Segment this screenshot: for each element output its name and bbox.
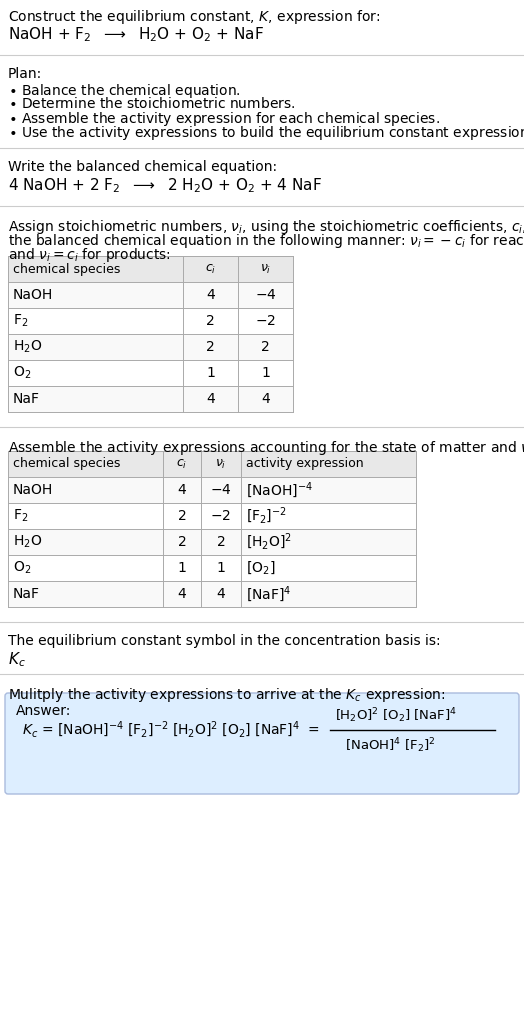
Text: O$_2$: O$_2$ xyxy=(13,365,31,381)
Text: [NaF]$^4$: [NaF]$^4$ xyxy=(246,584,291,604)
Text: $-4$: $-4$ xyxy=(210,483,232,497)
Text: $\bullet$ Balance the chemical equation.: $\bullet$ Balance the chemical equation. xyxy=(8,82,241,100)
Text: H$_2$O: H$_2$O xyxy=(13,339,42,355)
Text: $c_i$: $c_i$ xyxy=(205,262,216,276)
Text: $\nu_i$: $\nu_i$ xyxy=(215,458,227,471)
Text: $-2$: $-2$ xyxy=(211,508,232,523)
Text: 4 NaOH + 2 F$_2$  $\longrightarrow$  2 H$_2$O + O$_2$ + 4 NaF: 4 NaOH + 2 F$_2$ $\longrightarrow$ 2 H$_… xyxy=(8,176,322,194)
Bar xyxy=(8,308,293,334)
Text: [O$_2$]: [O$_2$] xyxy=(246,559,276,577)
Text: 4: 4 xyxy=(206,288,215,302)
Text: H$_2$O: H$_2$O xyxy=(13,534,42,550)
Text: activity expression: activity expression xyxy=(246,458,364,471)
Text: [NaOH]$^{-4}$: [NaOH]$^{-4}$ xyxy=(246,480,313,500)
Text: 4: 4 xyxy=(178,587,187,601)
Text: Construct the equilibrium constant, $K$, expression for:: Construct the equilibrium constant, $K$,… xyxy=(8,8,380,26)
Text: NaF: NaF xyxy=(13,392,40,406)
Text: [H$_2$O]$^2$ [O$_2$] [NaF]$^4$: [H$_2$O]$^2$ [O$_2$] [NaF]$^4$ xyxy=(335,707,457,725)
Text: 4: 4 xyxy=(261,392,270,406)
Text: Mulitply the activity expressions to arrive at the $K_c$ expression:: Mulitply the activity expressions to arr… xyxy=(8,686,445,704)
Text: 4: 4 xyxy=(216,587,225,601)
Text: $\bullet$ Determine the stoichiometric numbers.: $\bullet$ Determine the stoichiometric n… xyxy=(8,96,296,111)
Text: 2: 2 xyxy=(216,535,225,549)
Text: 1: 1 xyxy=(216,561,225,575)
Text: 1: 1 xyxy=(206,366,215,380)
Bar xyxy=(8,334,293,360)
Text: $\bullet$ Use the activity expressions to build the equilibrium constant express: $\bullet$ Use the activity expressions t… xyxy=(8,124,524,142)
Bar xyxy=(8,581,416,607)
Bar xyxy=(8,529,416,555)
Text: $K_c$: $K_c$ xyxy=(8,650,26,669)
Text: $c_i$: $c_i$ xyxy=(177,458,188,471)
Text: F$_2$: F$_2$ xyxy=(13,313,28,330)
Text: NaOH: NaOH xyxy=(13,288,53,302)
Text: 4: 4 xyxy=(206,392,215,406)
FancyBboxPatch shape xyxy=(5,693,519,794)
Bar xyxy=(8,256,293,282)
Text: The equilibrium constant symbol in the concentration basis is:: The equilibrium constant symbol in the c… xyxy=(8,634,441,648)
Text: $-2$: $-2$ xyxy=(255,314,276,328)
Text: Assemble the activity expressions accounting for the state of matter and $\nu_i$: Assemble the activity expressions accoun… xyxy=(8,439,524,457)
Bar xyxy=(8,360,293,386)
Text: O$_2$: O$_2$ xyxy=(13,559,31,577)
Text: NaF: NaF xyxy=(13,587,40,601)
Text: F$_2$: F$_2$ xyxy=(13,507,28,524)
Bar xyxy=(8,555,416,581)
Text: $\bullet$ Assemble the activity expression for each chemical species.: $\bullet$ Assemble the activity expressi… xyxy=(8,110,440,128)
Text: $-4$: $-4$ xyxy=(255,288,276,302)
Bar xyxy=(8,386,293,412)
Text: 2: 2 xyxy=(178,508,187,523)
Text: Answer:: Answer: xyxy=(16,704,71,718)
Text: chemical species: chemical species xyxy=(13,458,121,471)
Bar xyxy=(8,451,416,477)
Text: 2: 2 xyxy=(206,340,215,354)
Text: 4: 4 xyxy=(178,483,187,497)
Text: NaOH: NaOH xyxy=(13,483,53,497)
Bar xyxy=(8,503,416,529)
Text: and $\nu_i = c_i$ for products:: and $\nu_i = c_i$ for products: xyxy=(8,246,171,264)
Text: the balanced chemical equation in the following manner: $\nu_i = -c_i$ for react: the balanced chemical equation in the fo… xyxy=(8,232,524,250)
Bar xyxy=(8,282,293,308)
Text: $K_c$ = [NaOH]$^{-4}$ [F$_2$]$^{-2}$ [H$_2$O]$^2$ [O$_2$] [NaF]$^4$  =: $K_c$ = [NaOH]$^{-4}$ [F$_2$]$^{-2}$ [H$… xyxy=(22,720,320,740)
Text: 1: 1 xyxy=(261,366,270,380)
Text: 2: 2 xyxy=(261,340,270,354)
Text: $\nu_i$: $\nu_i$ xyxy=(260,262,271,276)
Text: chemical species: chemical species xyxy=(13,262,121,276)
Text: Assign stoichiometric numbers, $\nu_i$, using the stoichiometric coefficients, $: Assign stoichiometric numbers, $\nu_i$, … xyxy=(8,218,524,236)
Text: Plan:: Plan: xyxy=(8,67,42,81)
Bar xyxy=(8,477,416,503)
Text: [H$_2$O]$^2$: [H$_2$O]$^2$ xyxy=(246,532,292,552)
Text: 2: 2 xyxy=(206,314,215,328)
Text: [F$_2$]$^{-2}$: [F$_2$]$^{-2}$ xyxy=(246,505,287,526)
Text: 1: 1 xyxy=(178,561,187,575)
Text: 2: 2 xyxy=(178,535,187,549)
Text: Write the balanced chemical equation:: Write the balanced chemical equation: xyxy=(8,160,277,174)
Text: [NaOH]$^4$ [F$_2$]$^2$: [NaOH]$^4$ [F$_2$]$^2$ xyxy=(345,736,435,756)
Text: NaOH + F$_2$  $\longrightarrow$  H$_2$O + O$_2$ + NaF: NaOH + F$_2$ $\longrightarrow$ H$_2$O + … xyxy=(8,25,264,44)
